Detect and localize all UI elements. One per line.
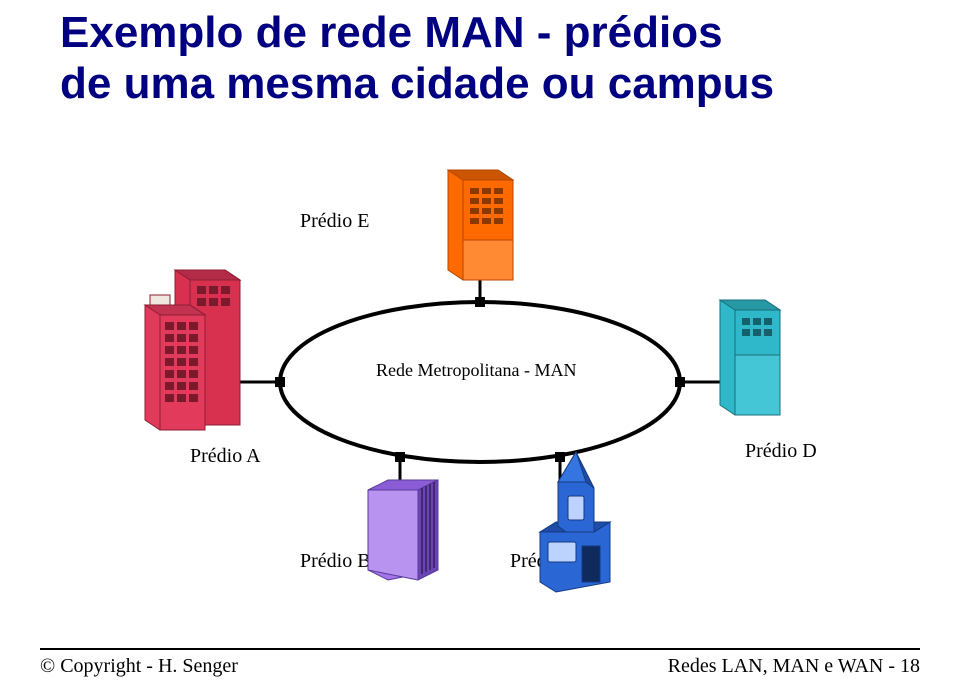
building-c bbox=[540, 452, 610, 592]
slide-page: Exemplo de rede MAN - prédios de uma mes… bbox=[0, 0, 960, 692]
building-d bbox=[720, 300, 780, 415]
building-e bbox=[448, 170, 513, 280]
building-b bbox=[368, 480, 438, 580]
footer-right-prefix: Redes LAN, MAN e WAN - bbox=[668, 655, 900, 677]
footer-page: Redes LAN, MAN e WAN - 18 bbox=[668, 655, 920, 678]
footer-divider bbox=[40, 648, 920, 650]
diagram-svg bbox=[0, 0, 960, 692]
footer-page-number: 18 bbox=[900, 655, 920, 677]
man-ring bbox=[280, 302, 680, 462]
footer-copyright: © Copyright - H. Senger bbox=[40, 655, 238, 678]
building-a bbox=[145, 270, 240, 430]
